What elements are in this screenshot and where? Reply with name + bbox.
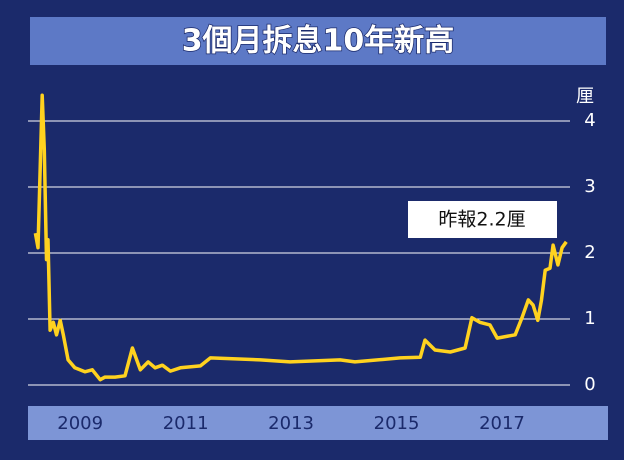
y-tick-label: 3 <box>584 176 595 197</box>
y-unit: 厘 <box>576 86 594 107</box>
x-tick-label: 2009 <box>57 413 103 434</box>
chart-title: 3個月拆息10年新高 <box>182 24 455 59</box>
y-tick-label: 1 <box>584 308 595 329</box>
x-tick-label: 2015 <box>374 413 420 434</box>
x-tick-label: 2011 <box>163 413 209 434</box>
line-series <box>33 93 568 382</box>
title-bar <box>30 17 606 65</box>
plot: 0 1 2 3 4 2009 2011 2013 2015 2017 <box>28 93 596 434</box>
y-tick-label: 0 <box>584 374 595 395</box>
y-tick-label: 2 <box>584 242 595 263</box>
annotation: 昨報2.2厘 <box>438 209 525 231</box>
x-tick-label: 2017 <box>479 413 525 434</box>
x-tick-label: 2013 <box>268 413 314 434</box>
y-tick-label: 4 <box>584 110 595 131</box>
x-axis-band <box>28 406 608 440</box>
annotation-box <box>408 201 557 238</box>
